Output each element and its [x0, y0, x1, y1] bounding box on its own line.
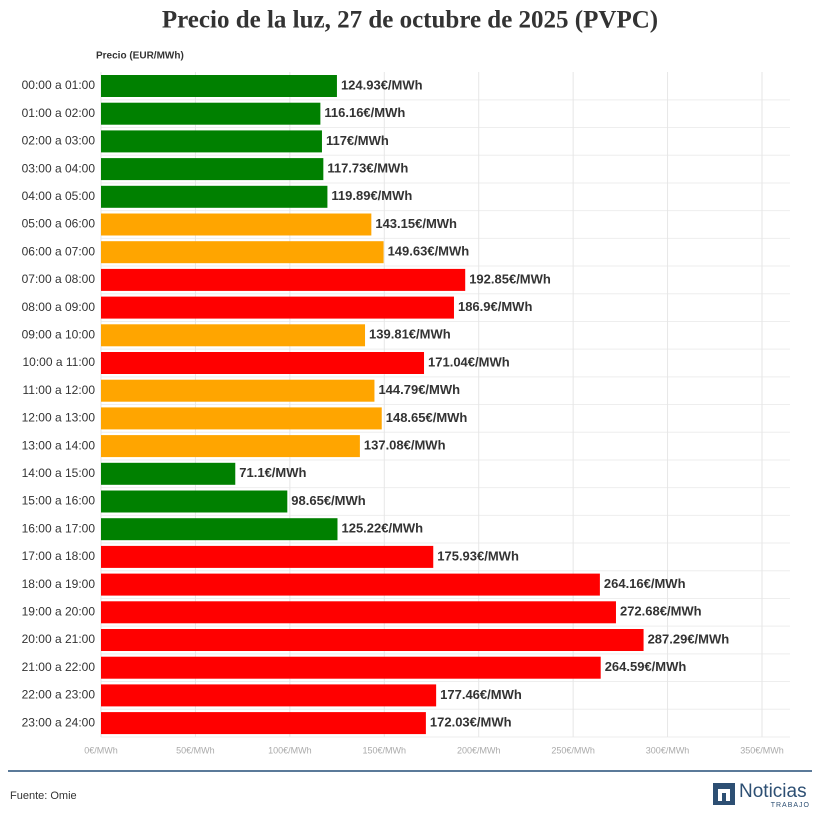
y-tick-label: 13:00 a 14:00 [22, 438, 96, 452]
value-label: 124.93€/MWh [341, 77, 423, 92]
bar [101, 629, 644, 651]
y-tick-label: 23:00 a 24:00 [22, 715, 96, 729]
value-label: 264.59€/MWh [605, 659, 687, 674]
value-label: 171.04€/MWh [428, 354, 510, 369]
bar [101, 324, 366, 347]
bar [101, 379, 375, 402]
bar [101, 268, 466, 291]
value-label: 98.65€/MWh [291, 493, 365, 508]
bar [101, 573, 600, 596]
y-tick-label: 15:00 a 16:00 [22, 494, 96, 508]
y-tick-label: 12:00 a 13:00 [22, 411, 96, 425]
value-label: 148.65€/MWh [386, 410, 468, 425]
value-label: 125.22€/MWh [341, 521, 423, 536]
y-tick-label: 14:00 a 15:00 [22, 466, 96, 480]
x-tick-label: 300€/MWh [646, 745, 690, 755]
value-label: 119.89€/MWh [331, 188, 412, 203]
bar [101, 490, 288, 513]
y-tick-label: 05:00 a 06:00 [22, 217, 96, 231]
y-tick-label: 10:00 a 11:00 [22, 355, 95, 369]
value-label: 143.15€/MWh [375, 216, 457, 231]
source: Fuente: Omie [10, 790, 77, 802]
bar [101, 407, 382, 430]
bar [101, 435, 360, 458]
y-tick-label: 17:00 a 18:00 [22, 549, 96, 563]
bar [101, 241, 384, 264]
bar [101, 352, 425, 374]
value-label: 272.68€/MWh [620, 604, 702, 619]
value-label: 172.03€/MWh [430, 715, 512, 730]
bar [101, 656, 601, 679]
bar [101, 601, 616, 624]
value-label: 117€/MWh [326, 133, 389, 148]
x-tick-label: 250€/MWh [551, 745, 595, 755]
value-label: 71.1€/MWh [239, 465, 306, 480]
bar [101, 462, 236, 485]
y-tick-label: 02:00 a 03:00 [22, 134, 96, 148]
bar [101, 102, 321, 125]
value-label: 175.93€/MWh [437, 548, 519, 563]
value-label: 116.16€/MWh [324, 105, 405, 120]
value-label: 139.81€/MWh [369, 327, 451, 342]
bar [101, 296, 454, 319]
bar [101, 130, 322, 153]
y-tick-label: 00:00 a 01:00 [22, 78, 96, 92]
y-tick-label: 03:00 a 04:00 [22, 161, 96, 175]
y-tick-label: 19:00 a 20:00 [22, 604, 96, 618]
bar [101, 684, 437, 707]
logo-tagline: TRABAJO [771, 802, 810, 809]
y-tick-label: 08:00 a 09:00 [22, 300, 96, 314]
value-label: 192.85€/MWh [469, 271, 551, 286]
bar [101, 518, 338, 541]
bar [101, 185, 328, 208]
x-tick-label: 350€/MWh [740, 745, 784, 755]
x-tick-label: 0€/MWh [84, 745, 118, 755]
value-label: 137.08€/MWh [364, 438, 446, 453]
y-tick-label: 16:00 a 17:00 [22, 521, 96, 535]
y-tick-label: 01:00 a 02:00 [22, 106, 96, 120]
x-tick-label: 150€/MWh [363, 745, 407, 755]
value-label: 144.79€/MWh [378, 382, 460, 397]
y-tick-label: 21:00 a 22:00 [22, 660, 96, 674]
y-tick-label: 18:00 a 19:00 [22, 577, 96, 591]
value-label: 186.9€/MWh [458, 299, 532, 314]
logo-glyph [718, 789, 730, 801]
bar [101, 545, 434, 568]
logo-name: Noticias [739, 781, 807, 802]
y-tick-label: 11:00 a 12:00 [22, 383, 95, 397]
value-label: 264.16€/MWh [604, 576, 686, 591]
value-label: 177.46€/MWh [440, 687, 522, 702]
y-tick-label: 04:00 a 05:00 [22, 189, 96, 203]
y-tick-label: 20:00 a 21:00 [22, 632, 96, 646]
value-label: 149.63€/MWh [388, 244, 470, 259]
bar [101, 75, 337, 97]
y-tick-label: 06:00 a 07:00 [22, 244, 96, 258]
x-tick-label: 50€/MWh [176, 745, 215, 755]
bar [101, 213, 372, 236]
x-tick-label: 200€/MWh [457, 745, 501, 755]
x-tick-label: 100€/MWh [268, 745, 312, 755]
y-tick-label: 07:00 a 08:00 [22, 272, 96, 286]
bar [101, 712, 426, 735]
y-tick-label: 22:00 a 23:00 [22, 688, 96, 702]
bar [101, 158, 324, 181]
chart-title: Precio de la luz, 27 de octubre de 2025 … [162, 7, 658, 34]
axis-label: Precio (EUR/MWh) [96, 51, 184, 62]
y-tick-label: 09:00 a 10:00 [22, 327, 96, 341]
value-label: 287.29€/MWh [648, 631, 730, 646]
logo-icon [713, 783, 735, 805]
value-label: 117.73€/MWh [327, 161, 408, 176]
